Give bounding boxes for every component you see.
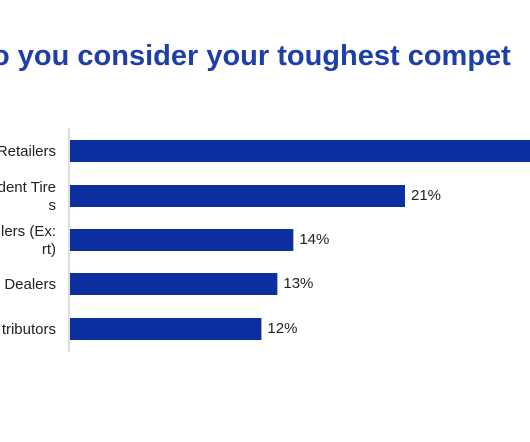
chart-title: o you consider your toughest compet [0, 40, 511, 72]
value-label: 21% [411, 187, 442, 204]
value-label: 14% [299, 231, 330, 248]
category-label: Dealers [4, 276, 56, 293]
category-label: ilers (Ex: rt) [0, 223, 56, 258]
category-label: dent Tire s [0, 179, 56, 214]
value-label: 13% [283, 275, 314, 292]
bars-group [70, 140, 530, 340]
category-label: Retailers [0, 143, 56, 160]
value-label: 12% [267, 320, 298, 337]
bar-4 [70, 273, 278, 295]
bar-3 [70, 229, 294, 251]
bar-2 [70, 185, 405, 207]
bar-5 [70, 318, 262, 340]
category-label: tributors [1, 321, 56, 338]
bar-1 [70, 140, 530, 162]
